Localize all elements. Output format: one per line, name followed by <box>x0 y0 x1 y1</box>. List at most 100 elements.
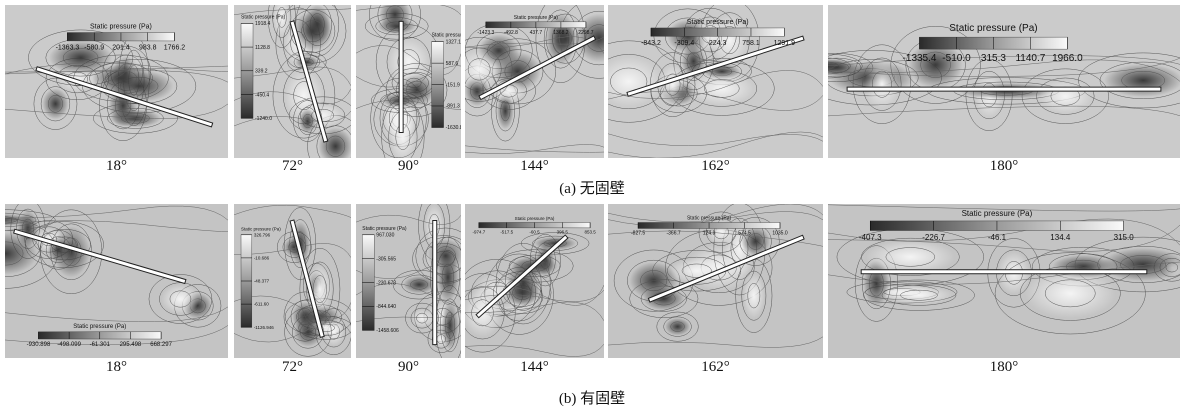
colorbar-label: 437.7 <box>530 30 543 36</box>
legend-title: Static pressure (Pa) <box>241 14 286 20</box>
angle-label: 180° <box>828 158 1180 175</box>
colorbar-label: 668.297 <box>150 342 172 348</box>
contour-panel: Static pressure (Pa)1327.1587.6-151.9-89… <box>356 5 461 158</box>
colorbar-label: -827.5 <box>631 230 645 236</box>
colorbar-label: 2298.7 <box>578 30 594 36</box>
legend-title: Static pressure (Pa) <box>949 23 1037 34</box>
pressure-blob <box>743 273 765 318</box>
colorbar-label: -611.60 <box>254 302 269 307</box>
colorbar-label: -1630.8 <box>446 125 461 131</box>
pressure-blob <box>665 318 690 336</box>
colorbar-label: -366.7 <box>666 230 680 236</box>
legend-title: Static pressure (Pa) <box>73 324 126 330</box>
pressure-blob <box>1025 269 1116 318</box>
contour-panel: Static pressure (Pa) -930.898 -498.099 -61.… <box>5 204 228 358</box>
pressure-blob <box>864 60 899 108</box>
colorbar-label: 1291.9 <box>774 40 796 47</box>
colorbar-label: 1966.0 <box>1052 53 1083 64</box>
colorbar-label: -580.9 <box>84 44 104 51</box>
colorbar-label: 1035.0 <box>772 230 788 236</box>
pressure-blob <box>1039 80 1091 113</box>
angle-label: 144° <box>465 158 604 175</box>
pressure-blob <box>42 88 68 119</box>
colorbar-label: -891.3 <box>446 104 460 110</box>
colorbar-label: -10.686 <box>254 255 270 260</box>
angle-label: 18° <box>5 359 228 376</box>
colorbar-label: -305.565 <box>376 256 396 262</box>
colorbar-label: -844.640 <box>376 304 396 310</box>
contour-panel: Static pressure (Pa)967.030 -305.565 -230.… <box>356 204 461 358</box>
colorbar-label: 339.2 <box>255 69 268 75</box>
pressure-blob <box>866 240 955 274</box>
colorbar-label: 967.030 <box>376 233 394 239</box>
colorbar-label: 1766.2 <box>164 44 186 51</box>
colorbar-label: -1363.3 <box>56 44 80 51</box>
colorbar-label: -974.7 <box>473 229 486 234</box>
legend-title: Static pressure (Pa) <box>515 216 555 221</box>
colorbar-label: 201.4 <box>112 44 130 51</box>
colorbar-label: -1126.946 <box>254 325 274 330</box>
colorbar-label: -843.2 <box>641 40 661 47</box>
legend-title: Static pressure (Pa) <box>687 19 749 26</box>
colorbar-label: -450.4 <box>255 92 269 98</box>
colorbar-label: -226.7 <box>922 233 945 242</box>
colorbar-label: 1368.2 <box>553 30 569 36</box>
contour-panel: Static pressure (Pa) -407.3 -226.7 -46.1 134… <box>828 204 1180 358</box>
colorbar-label: -309.4 <box>674 40 694 47</box>
legend-title: Static pressure (Pa) <box>514 15 559 21</box>
legend-title: Static pressure (Pa) <box>687 215 732 221</box>
colorbar-label: 315.3 <box>981 53 1006 64</box>
contour-panel: Static pressure (Pa)-974.7-517.5-60.5396… <box>465 204 604 358</box>
colorbar-label: 224.3 <box>709 40 727 47</box>
figure: Static pressure (Pa) -1363.3 -580.9 201.4 98… <box>0 0 1184 410</box>
colorbar-label: 396.5 <box>557 229 569 234</box>
contour-panel: Static pressure (Pa)-843.2-309.4224.3758… <box>608 5 823 158</box>
colorbar-label: 1327.1 <box>446 39 461 45</box>
colorbar-label: -61.301 <box>90 342 111 348</box>
colorbar-label: 1918.4 <box>255 21 271 27</box>
colorbar-label: -1423.3 <box>477 30 494 36</box>
colorbar-label: -48.377 <box>254 279 270 284</box>
colorbar-label: 574.5 <box>738 230 751 236</box>
pressure-blob <box>1104 64 1180 97</box>
legend-title: Static pressure (Pa) <box>362 226 407 232</box>
angle-label: 162° <box>608 359 823 376</box>
colorbar-label: 134.4 <box>1050 233 1071 242</box>
angle-label: 162° <box>608 158 823 175</box>
colorbar-label: 853.5 <box>584 229 596 234</box>
colorbar-label: -510.0 <box>942 53 971 64</box>
colorbar-label: -492.8 <box>504 30 518 36</box>
pressure-blob <box>161 284 199 314</box>
pressure-blob <box>412 309 432 327</box>
colorbar-label: 1140.7 <box>1015 53 1045 64</box>
contour-panel: Static pressure (Pa)1918.4 1128.8 339.2 -45… <box>234 5 351 158</box>
subfigure-caption: (b) 有固壁 <box>0 387 1184 408</box>
contour-panel: Static pressure (Pa) -827.5 -366.7 124.3 574… <box>608 204 823 358</box>
colorbar-label: -407.3 <box>859 233 882 242</box>
pressure-blob <box>403 276 435 294</box>
colorbar-label: -498.099 <box>57 342 81 348</box>
colorbar-label: 295.498 <box>120 342 142 348</box>
contour-panel: Static pressure (Pa) -1423.3 -492.8 437.7 13… <box>465 5 604 158</box>
colorbar-label: 1128.8 <box>255 45 270 51</box>
legend-title: Static pressure (Pa) <box>432 33 461 39</box>
pressure-blob <box>441 301 458 349</box>
colorbar-label: 315.0 <box>1114 233 1135 242</box>
angle-label: 90° <box>356 158 461 175</box>
angle-label: 72° <box>234 359 351 376</box>
colorbar-label: -151.9 <box>446 82 460 88</box>
colorbar-label: 124.3 <box>703 230 716 236</box>
colorbar-label: 983.8 <box>139 44 157 51</box>
angle-label: 144° <box>465 359 604 376</box>
colorbar-label: -930.898 <box>27 342 51 348</box>
legend-title: Static pressure (Pa) <box>962 209 1033 218</box>
pressure-blob <box>885 286 952 304</box>
colorbar-label: -230.673 <box>376 280 396 286</box>
subfigure-caption: (a) 无固壁 <box>0 177 1184 198</box>
colorbar-label: -517.5 <box>500 229 513 234</box>
angle-label: 180° <box>828 359 1180 376</box>
colorbar-label: -46.1 <box>988 233 1007 242</box>
colorbar-label: 326.796 <box>254 232 271 237</box>
